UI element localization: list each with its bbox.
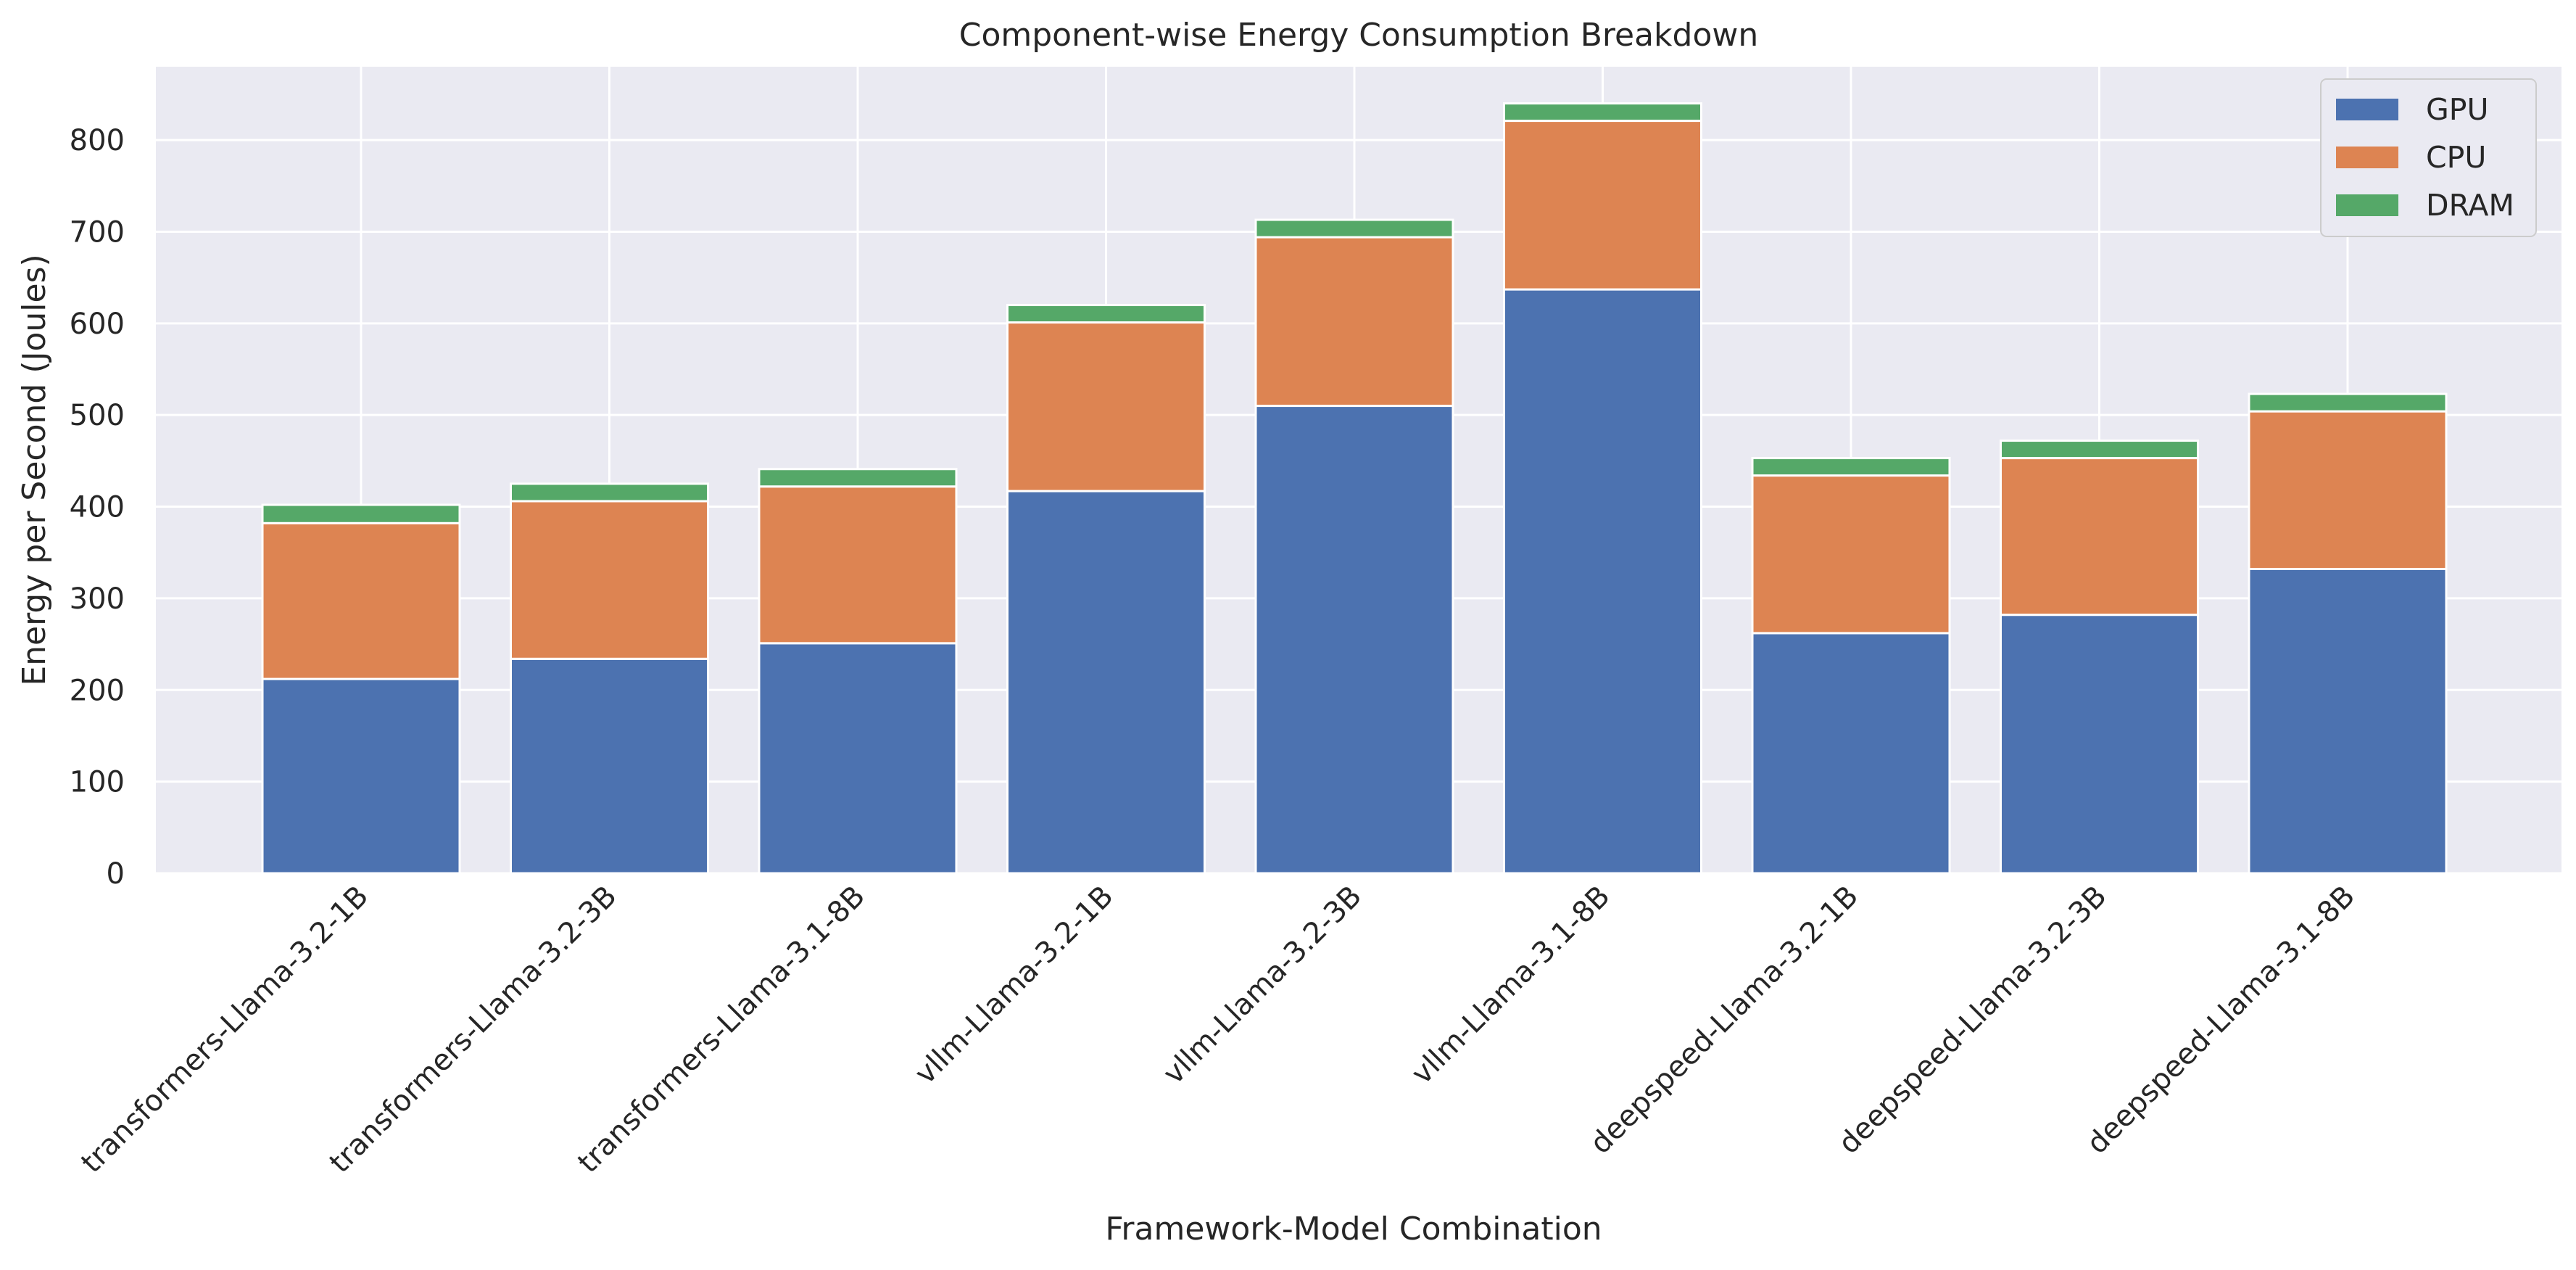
- legend-swatch-gpu: [2336, 99, 2398, 120]
- bar-cpu-6: [1751, 474, 1951, 635]
- bar-gpu-3: [1006, 490, 1206, 875]
- x-axis-label: Framework-Model Combination: [1105, 1211, 1602, 1248]
- y-tick-label: 200: [70, 674, 125, 707]
- bar-cpu-8: [2248, 410, 2448, 570]
- bar-gpu-7: [2000, 614, 2199, 875]
- bar-cpu-2: [758, 485, 958, 645]
- y-tick-label: 600: [70, 308, 125, 341]
- y-tick-label: 100: [70, 766, 125, 799]
- legend-label-gpu: GPU: [2426, 92, 2489, 127]
- y-axis-ticks: 0 100 200 300 400 500 600 700 800: [70, 124, 125, 891]
- legend-label-cpu: CPU: [2426, 140, 2486, 175]
- y-tick-label: 500: [70, 399, 125, 432]
- y-tick-label: 400: [70, 491, 125, 524]
- y-tick-label: 800: [70, 124, 125, 157]
- y-tick-label: 300: [70, 582, 125, 616]
- bar-gpu-4: [1254, 405, 1454, 875]
- legend-swatch-cpu: [2336, 147, 2398, 168]
- bar-gpu-5: [1503, 288, 1702, 875]
- bars: [261, 102, 2448, 875]
- bar-cpu-7: [2000, 457, 2199, 617]
- bar-dram-5: [1503, 102, 1702, 123]
- bar-cpu-3: [1006, 321, 1206, 492]
- bar-dram-3: [1006, 304, 1206, 324]
- bar-dram-8: [2248, 392, 2448, 413]
- bar-dram-7: [2000, 440, 2199, 460]
- bar-dram-2: [758, 468, 958, 488]
- bar-gpu-0: [261, 677, 461, 875]
- legend-label-dram: DRAM: [2426, 188, 2514, 223]
- legend: GPU CPU DRAM: [2320, 78, 2537, 237]
- chart-title: Component-wise Energy Consumption Breakd…: [959, 17, 1759, 54]
- bar-cpu-0: [261, 521, 461, 680]
- y-tick-label: 700: [70, 215, 125, 249]
- bar-cpu-4: [1254, 236, 1454, 408]
- bar-gpu-6: [1751, 632, 1951, 875]
- bar-cpu-1: [510, 500, 709, 660]
- y-axis-label: Energy per Second (Joules): [16, 254, 53, 685]
- bar-dram-1: [510, 482, 709, 503]
- bar-dram-4: [1254, 218, 1454, 239]
- y-tick-label: 0: [107, 857, 125, 891]
- bar-gpu-1: [510, 657, 709, 875]
- bar-cpu-5: [1503, 120, 1702, 291]
- bar-dram-0: [261, 503, 461, 524]
- legend-swatch-dram: [2336, 194, 2398, 216]
- bar-gpu-8: [2248, 567, 2448, 875]
- bar-dram-6: [1751, 457, 1951, 477]
- bar-gpu-2: [758, 642, 958, 875]
